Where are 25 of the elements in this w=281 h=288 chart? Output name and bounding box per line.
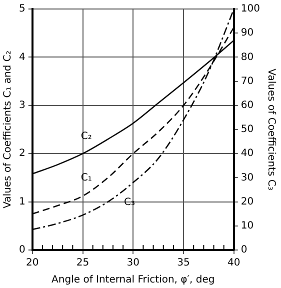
y2-tick-label: 40 — [240, 148, 254, 160]
y2-axis-title: Values of Coefficients C₃ — [265, 68, 276, 190]
y-tick-label: 5 — [18, 4, 26, 15]
x-axis-title: Angle of Internal Friction, φ′, deg — [52, 274, 215, 286]
y-tick-label: 2 — [18, 148, 26, 160]
y-tick-label: 4 — [18, 52, 26, 63]
y2-tick-label: 90 — [240, 28, 254, 39]
y2-tick-label: 50 — [240, 124, 254, 136]
y-axis-title: Values of Coefficients C₁ and C₂ — [2, 50, 14, 208]
y2-tick-label: 80 — [240, 52, 254, 63]
x-tick-label: 30 — [126, 258, 140, 269]
y-tick-label: 0 — [18, 244, 26, 256]
y2-tick-label: 0 — [240, 244, 248, 256]
y-tick-label: 3 — [18, 100, 26, 111]
x-tick-label: 40 — [228, 258, 240, 269]
x-tick-label: 35 — [177, 258, 190, 269]
y2-tick-label: 70 — [240, 76, 254, 87]
x-tick-label: 20 — [26, 258, 39, 269]
y2-tick-label: 10 — [240, 220, 254, 232]
y2-tick-label: 60 — [240, 100, 254, 111]
y2-tick-label: 100 — [240, 4, 260, 15]
x-tick-label: 25 — [76, 258, 90, 269]
y-tick-label: 1 — [18, 196, 26, 208]
y2-tick-label: 30 — [240, 172, 254, 184]
y2-tick-label: 20 — [240, 196, 254, 208]
